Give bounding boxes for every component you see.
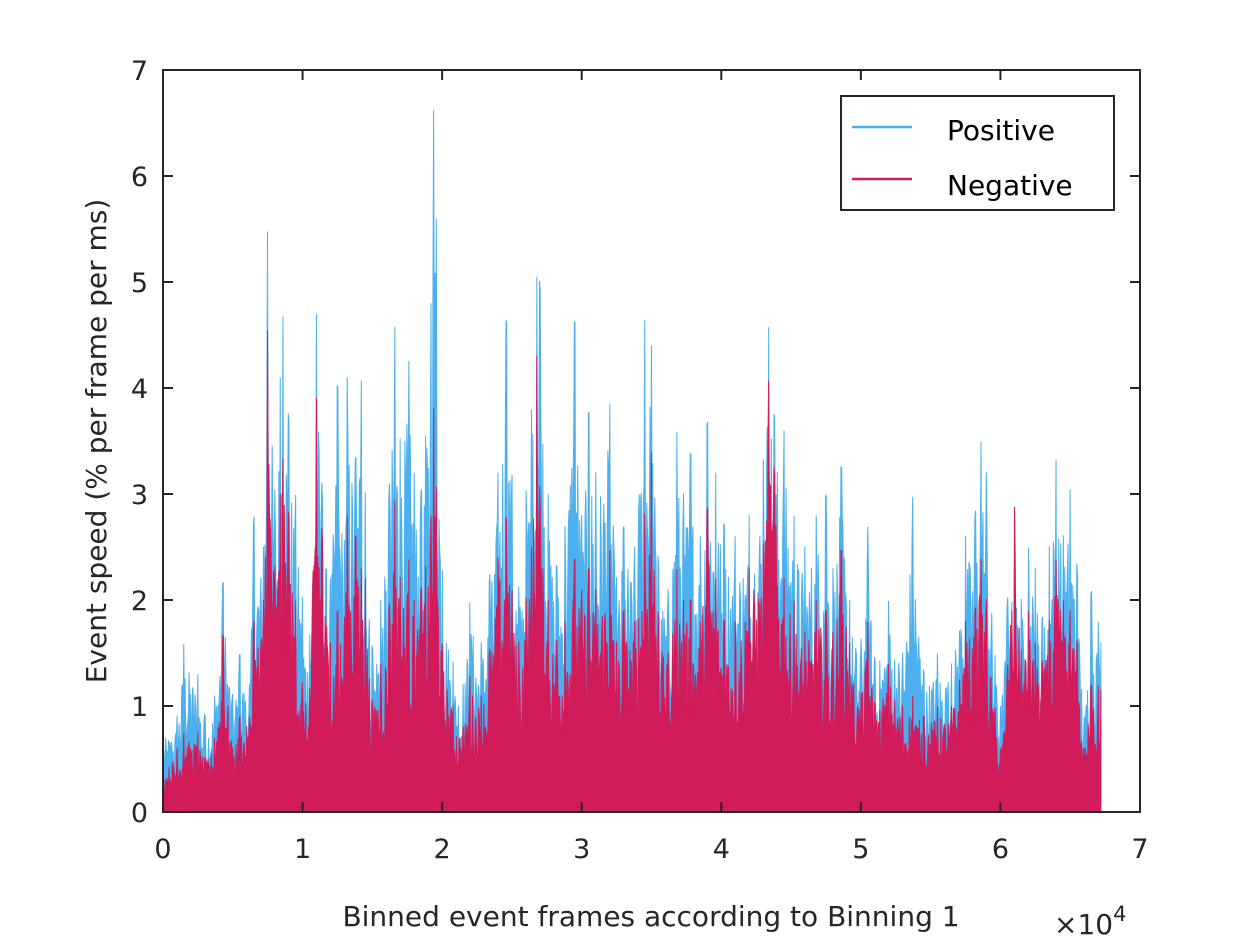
x-tick-label: 4	[713, 834, 730, 865]
y-tick-label: 3	[131, 480, 148, 511]
x-tick-label: 7	[1131, 834, 1148, 865]
x-tick-label: 5	[852, 834, 869, 865]
y-tick-label: 4	[131, 374, 148, 405]
y-tick-label: 5	[131, 268, 148, 299]
x-exponent-base: ×10	[1054, 908, 1113, 941]
y-axis-label: Event speed (% per frame per ms)	[80, 199, 113, 684]
x-tick-label: 1	[294, 834, 311, 865]
x-tick-label: 0	[154, 834, 171, 865]
x-exponent-label: ×104	[1054, 902, 1126, 941]
axis-ticks	[162, 69, 1141, 813]
x-exponent-power: 4	[1113, 902, 1126, 926]
y-tick-label: 1	[131, 692, 148, 723]
axes-box	[162, 69, 1141, 813]
y-tick-label: 0	[131, 798, 148, 829]
plot-area	[162, 109, 1102, 813]
x-axis-label: Binned event frames according to Binning…	[342, 900, 959, 933]
x-tick-label: 2	[434, 834, 451, 865]
y-tick-label: 7	[131, 56, 148, 87]
series-negative-trace	[162, 330, 1102, 813]
y-tick-label: 2	[131, 586, 148, 617]
legend-box	[840, 95, 1115, 211]
tick-labels: 0 1 2 3 4 5 6 7 0 1 2 3 4 5 6 7	[131, 56, 1149, 865]
x-tick-label: 6	[992, 834, 1009, 865]
legend: Positive Negative	[840, 95, 1115, 211]
y-tick-label: 6	[131, 162, 148, 193]
legend-label-negative: Negative	[947, 169, 1073, 202]
legend-label-positive: Positive	[947, 114, 1055, 147]
x-tick-label: 3	[573, 834, 590, 865]
